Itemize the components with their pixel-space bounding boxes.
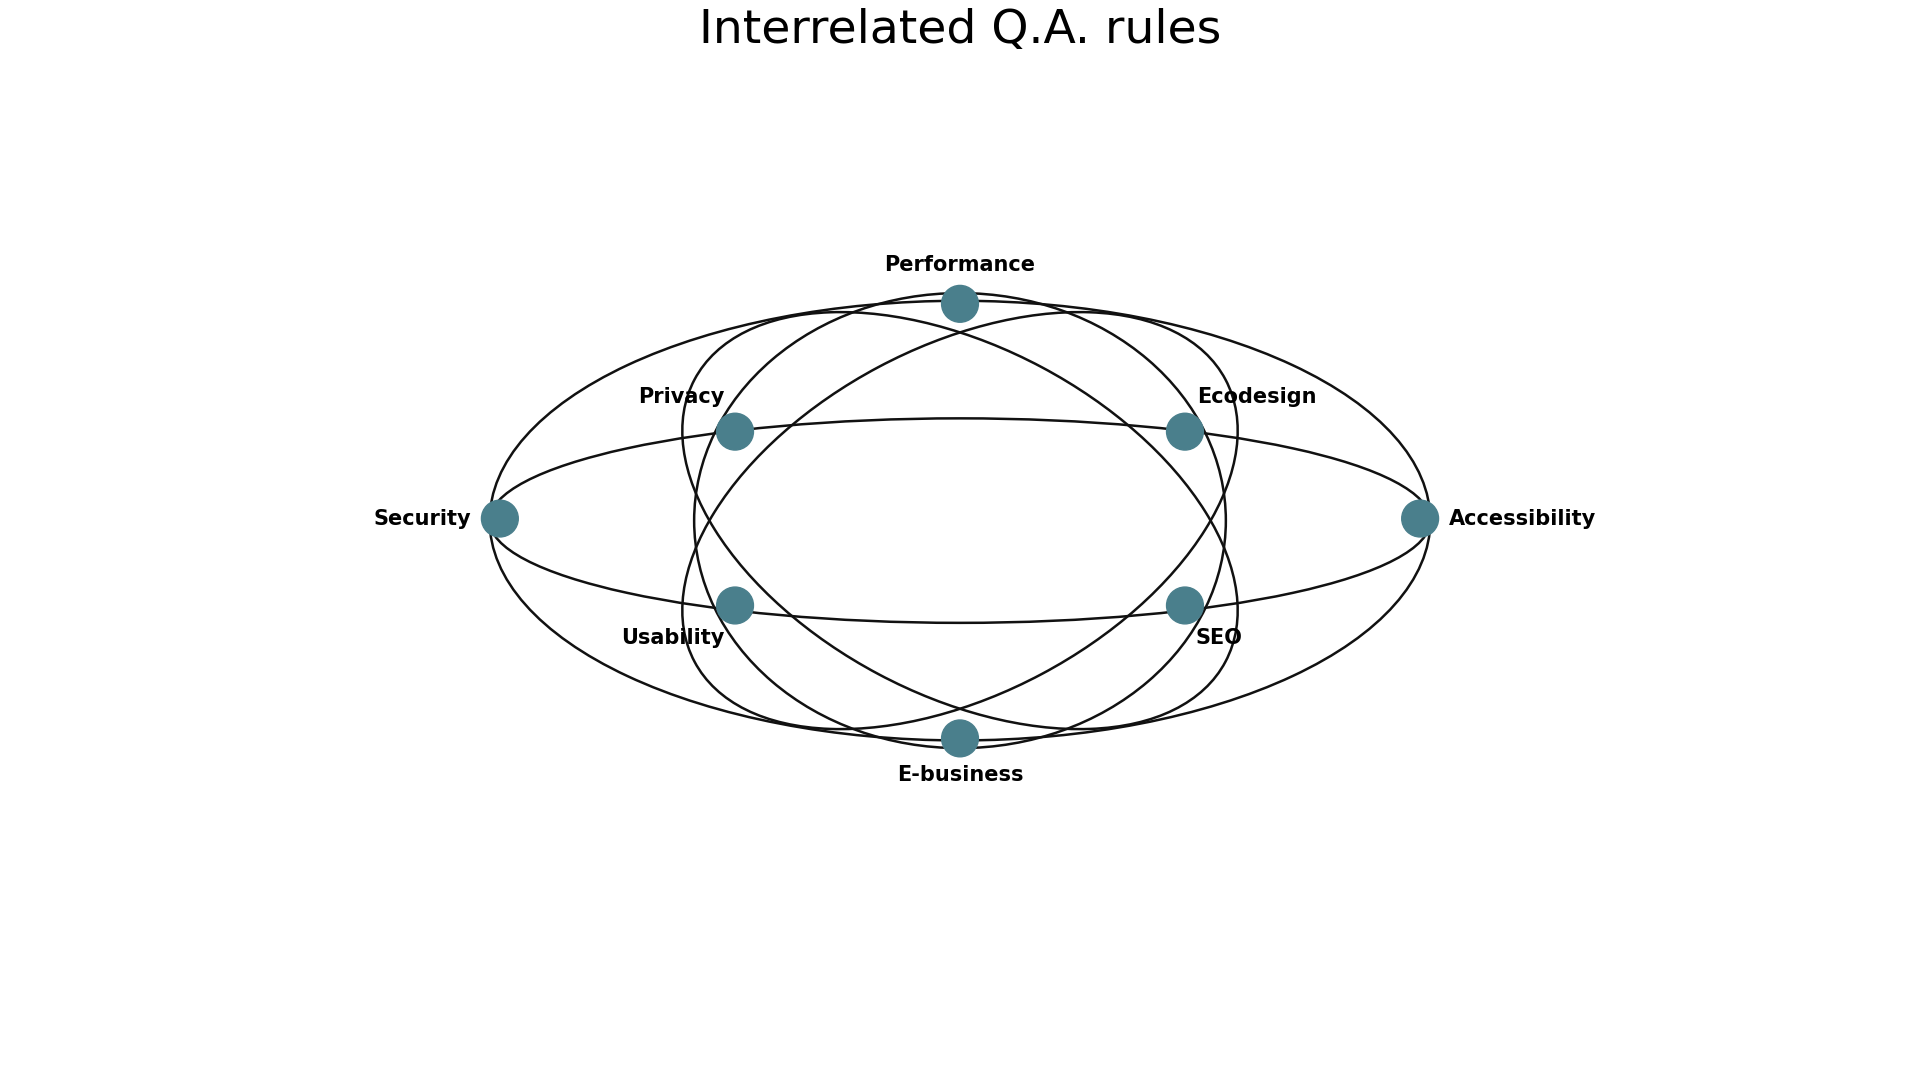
Text: Security: Security [374, 509, 470, 528]
Text: Privacy: Privacy [639, 387, 726, 407]
Text: Accessibility: Accessibility [1450, 509, 1596, 528]
Circle shape [716, 588, 753, 624]
Text: Performance: Performance [885, 255, 1035, 275]
Text: Interrelated Q.A. rules: Interrelated Q.A. rules [699, 9, 1221, 53]
Circle shape [1167, 588, 1204, 624]
Text: SEO: SEO [1194, 627, 1242, 648]
Circle shape [1167, 414, 1204, 450]
Circle shape [716, 414, 753, 450]
Text: Usability: Usability [622, 627, 726, 648]
Circle shape [941, 720, 979, 757]
Text: E-business: E-business [897, 765, 1023, 785]
Circle shape [482, 500, 518, 537]
Circle shape [941, 285, 979, 322]
Text: Ecodesign: Ecodesign [1198, 387, 1317, 407]
Circle shape [1402, 500, 1438, 537]
